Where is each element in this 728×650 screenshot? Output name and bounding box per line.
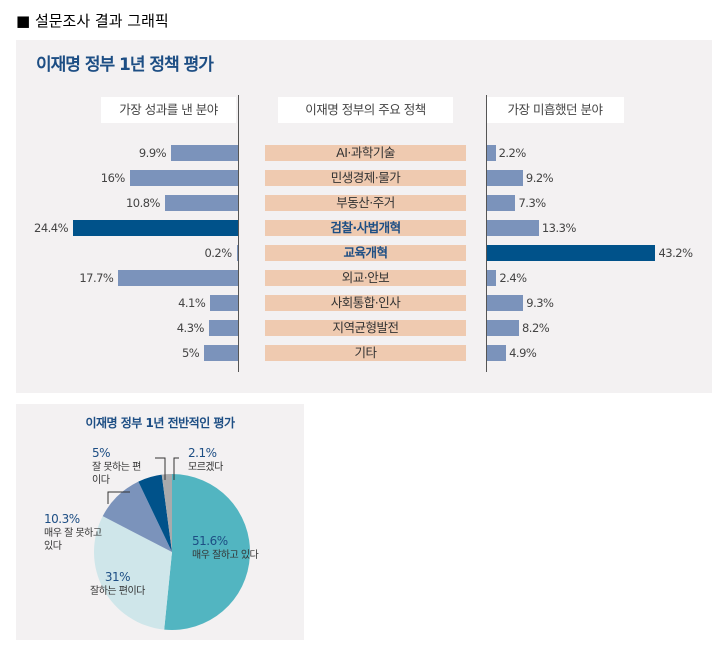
left-bar <box>236 245 238 261</box>
left-axis <box>238 95 239 372</box>
category-label: AI·과학기술 <box>265 145 466 161</box>
right-value-label: 2.4% <box>499 271 527 285</box>
pie-chart <box>94 457 250 630</box>
left-bar <box>118 270 238 286</box>
left-value-label: 16% <box>100 171 126 185</box>
right-bar <box>487 345 507 361</box>
section-header: ■ 설문조사 결과 그래픽 <box>16 12 169 30</box>
right-bar <box>487 220 539 236</box>
left-value-label: 5% <box>181 346 200 360</box>
right-axis <box>486 95 487 372</box>
left-value-label: 10.8% <box>125 196 161 210</box>
right-bar <box>487 170 523 186</box>
leader-line <box>107 491 130 504</box>
policy-evaluation-chart: 이재명 정부 1년 정책 평가 가장 성과를 낸 분야 이재명 정부의 주요 정… <box>16 40 712 393</box>
left-bar <box>204 345 238 361</box>
right-bar <box>487 295 524 311</box>
right-bar <box>487 145 496 161</box>
category-label: 부동산·주거 <box>265 195 466 211</box>
category-label: 교육개혁 <box>265 245 466 261</box>
pie-slice-1 <box>94 516 172 630</box>
left-column-header: 가장 성과를 낸 분야 <box>101 97 236 123</box>
leader-line <box>155 457 166 480</box>
pie-label-4: 2.1% 모르겠다 <box>188 446 223 473</box>
left-bar <box>208 320 238 336</box>
pie-slice-4 <box>161 474 172 552</box>
pie-label-0: 51.6% 매우 잘하고 있다 <box>192 534 259 561</box>
pie-slice-0 <box>164 474 250 630</box>
overall-evaluation-chart: 이재명 정부 1년 전반적인 평가 51.6% 매우 잘하고 있다 31% 잘하는 … <box>16 404 304 640</box>
leader-line <box>173 457 179 480</box>
pie-slice-3 <box>138 474 172 552</box>
right-bar <box>487 270 497 286</box>
category-label: 외교·안보 <box>265 270 466 286</box>
right-column-header: 가장 미흡했던 분야 <box>486 97 624 123</box>
category-label: 기타 <box>265 345 466 361</box>
category-label: 검찰·사법개혁 <box>265 220 466 236</box>
left-bar <box>129 170 238 186</box>
right-value-label: 9.2% <box>525 171 554 185</box>
left-bar <box>171 145 238 161</box>
chart-title: 이재명 정부 1년 정책 평가 <box>36 55 214 75</box>
pie-title: 이재명 정부 1년 전반적인 평가 <box>85 416 235 430</box>
right-value-label: 4.9% <box>509 346 537 360</box>
right-value-label: 2.2% <box>498 146 527 160</box>
right-bar <box>487 195 516 211</box>
right-bar <box>487 245 656 261</box>
right-value-label: 8.2% <box>521 321 550 335</box>
pie-label-3: 5% 잘 못하는 편이다 <box>92 446 141 486</box>
pie-label-2: 10.3% 매우 잘 못하고 있다 <box>44 512 102 552</box>
category-label: 민생경제·물가 <box>265 170 466 186</box>
pie-slice-2 <box>102 481 172 552</box>
right-value-label: 13.3% <box>541 221 577 235</box>
left-value-label: 9.9% <box>138 146 167 160</box>
category-label: 사회통합·인사 <box>265 295 466 311</box>
right-value-label: 9.3% <box>526 296 554 310</box>
right-bar <box>487 320 519 336</box>
center-column-header: 이재명 정부의 주요 정책 <box>278 97 453 123</box>
left-bar <box>73 220 238 236</box>
left-bar <box>210 295 238 311</box>
left-value-label: 4.3% <box>176 321 205 335</box>
category-label: 지역균형발전 <box>265 320 466 336</box>
left-value-label: 17.7% <box>79 271 114 285</box>
left-bar <box>164 195 238 211</box>
right-value-label: 7.3% <box>518 196 546 210</box>
left-value-label: 4.1% <box>178 296 206 310</box>
left-value-label: 0.2% <box>204 246 232 260</box>
pie-label-1: 31% 잘하는 편이다 <box>90 570 145 597</box>
left-value-label: 24.4% <box>34 221 69 235</box>
right-value-label: 43.2% <box>658 246 693 260</box>
